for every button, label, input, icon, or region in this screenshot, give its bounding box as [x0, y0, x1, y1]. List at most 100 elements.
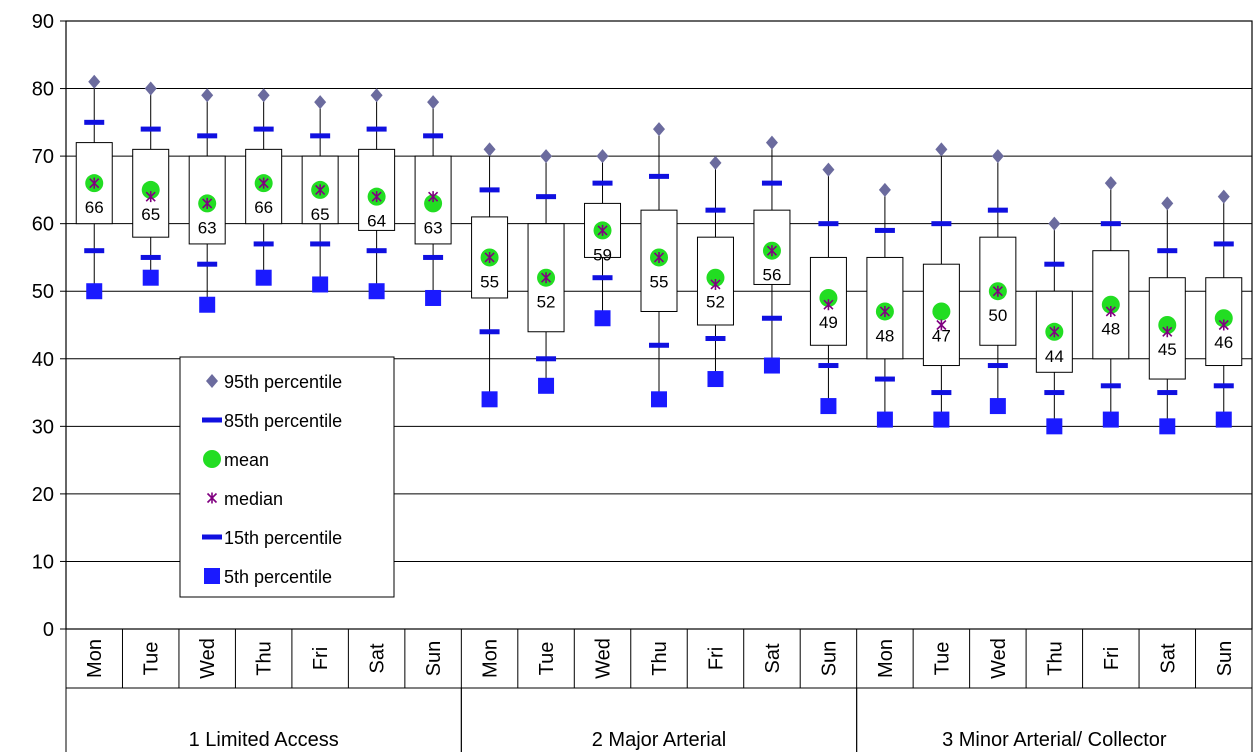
p95-marker	[483, 142, 496, 157]
p95-marker	[257, 88, 270, 103]
p95-marker	[765, 135, 778, 150]
p15-marker	[987, 363, 1008, 369]
p85-marker	[253, 126, 274, 132]
box-11: 52	[696, 155, 734, 388]
mean-legend-marker	[203, 450, 221, 468]
category-label: Thu	[649, 641, 671, 675]
median-marker	[428, 191, 439, 203]
p15-marker	[310, 241, 331, 247]
category-label: Mon	[480, 639, 502, 678]
p95-marker	[596, 149, 609, 164]
median-marker	[371, 191, 382, 203]
y-tick-label: 80	[32, 79, 54, 101]
p15-marker	[931, 390, 952, 396]
y-tick-label: 60	[32, 214, 54, 236]
p85-marker	[1100, 221, 1121, 227]
category-label: Wed	[197, 638, 219, 679]
p85-marker	[84, 119, 105, 125]
p85-marker	[761, 180, 782, 186]
median-marker	[597, 224, 608, 236]
data-label: 64	[367, 212, 386, 231]
median-marker	[1049, 326, 1060, 338]
category-label: Fri	[1101, 647, 1123, 670]
p95-marker	[935, 142, 948, 157]
p15-marker	[1044, 390, 1065, 396]
mean-marker	[141, 180, 160, 199]
p5-marker	[538, 377, 555, 394]
p95-marker	[878, 182, 891, 197]
p5-marker	[1046, 418, 1063, 435]
box-18: 48	[1092, 176, 1130, 428]
p95-marker	[1161, 196, 1174, 211]
p5-marker	[876, 411, 893, 428]
data-label: 59	[593, 245, 612, 264]
category-label: Sat	[1157, 643, 1179, 673]
data-label: 52	[537, 293, 556, 312]
p15-marker	[1213, 383, 1234, 389]
y-tick-label: 70	[32, 146, 54, 168]
median-marker	[1162, 326, 1173, 338]
p95-marker	[88, 74, 101, 89]
p85-marker	[536, 194, 557, 200]
data-label: 44	[1045, 347, 1064, 366]
p85-marker	[649, 173, 669, 179]
p5-marker	[199, 296, 216, 313]
category-label: Tue	[931, 642, 953, 676]
median-marker	[258, 177, 269, 189]
p85-marker	[197, 133, 218, 139]
box-15: 47	[922, 142, 960, 428]
median-marker	[1218, 319, 1229, 331]
box-8: 52	[527, 149, 565, 394]
legend-label: 15th percentile	[224, 528, 342, 548]
y-tick-label: 20	[32, 484, 54, 506]
p95-marker	[1048, 216, 1061, 231]
median-marker	[484, 251, 495, 263]
p85-marker	[423, 133, 444, 139]
box-9: 59	[584, 149, 622, 327]
p85-marker	[931, 221, 952, 227]
p95-marker	[1217, 189, 1230, 204]
p95-marker	[144, 81, 157, 96]
p15-marker	[140, 254, 161, 260]
p15-marker	[423, 254, 444, 260]
p85-marker	[592, 180, 613, 186]
mean-marker	[1158, 316, 1177, 334]
data-label: 46	[1214, 333, 1233, 352]
p85-marker	[874, 227, 895, 233]
box-10: 55	[640, 122, 678, 408]
p5-marker	[1159, 418, 1176, 435]
p15-marker	[705, 336, 726, 342]
p5-marker	[312, 276, 329, 293]
box-19: 45	[1148, 196, 1186, 435]
p5-marker	[86, 283, 103, 300]
p15-marker	[649, 342, 669, 348]
data-label: 66	[85, 198, 104, 217]
mean-marker	[706, 268, 725, 287]
median-marker	[766, 245, 778, 257]
data-label: 45	[1158, 340, 1177, 359]
data-label: 65	[141, 205, 160, 224]
y-tick-label: 10	[32, 551, 54, 573]
p85-marker	[818, 221, 839, 227]
legend-label: mean	[224, 450, 269, 470]
data-label: 48	[1101, 320, 1120, 339]
p15-marker	[874, 376, 895, 382]
y-tick-label: 90	[32, 11, 54, 33]
y-tick-label: 50	[32, 281, 54, 303]
y-tick-label: 30	[32, 416, 54, 438]
box-2: 63	[188, 88, 226, 313]
category-label: Fri	[310, 647, 332, 670]
box-17: 44	[1035, 216, 1073, 435]
p85-marker	[1044, 261, 1065, 267]
p15-marker	[84, 248, 105, 254]
p85-marker	[479, 187, 500, 193]
legend-label: 5th percentile	[224, 567, 332, 587]
legend: 95th percentile 85th percentile mean median…	[179, 356, 395, 598]
p5-marker	[594, 310, 611, 327]
data-label: 47	[932, 326, 951, 345]
category-label: Sat	[367, 643, 389, 673]
p15-marker	[761, 315, 782, 321]
mean-marker	[1101, 295, 1120, 314]
p15-marker	[366, 248, 387, 254]
